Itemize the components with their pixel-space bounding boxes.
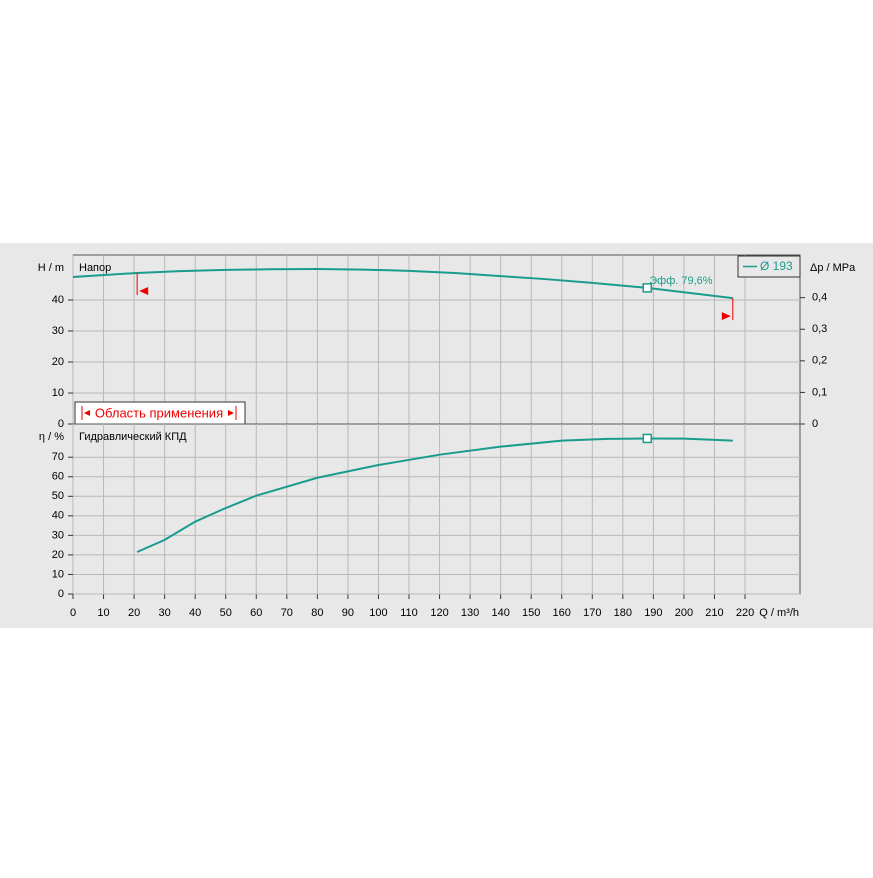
x-tick-label: 130 [461,607,479,619]
y-tick-label: 70 [52,451,64,463]
operating-point [642,433,653,444]
x-tick-label: 120 [430,607,448,619]
x-tick-label: 150 [522,607,540,619]
y-axis-label: H / m [38,262,64,274]
y-tick-label: 60 [52,471,64,483]
y-axis-label: η / % [39,431,64,443]
range-arrow [84,410,90,416]
range-label: Область применения [95,405,223,420]
plot-area [72,254,801,425]
y-tick-label: 50 [52,490,64,502]
x-tick-label: 70 [281,607,293,619]
x-tick-label: 190 [644,607,662,619]
y-tick-label: 20 [52,356,64,368]
y-tick-label: 0 [58,588,64,600]
x-tick-label: 0 [70,607,76,619]
y-tick-label: 10 [52,387,64,399]
range-arrow [139,286,149,295]
y2-tick-label: 0 [812,418,818,430]
x-tick-label: 110 [400,607,418,619]
curve [72,267,733,300]
operating-point [642,283,653,293]
curve [136,437,733,553]
range-arrow [228,410,234,416]
y2-tick-label: 0,4 [812,292,827,304]
x-tick-label: 160 [553,607,571,619]
x-tick-label: 100 [369,607,387,619]
x-tick-label: 10 [97,607,109,619]
efficiency-annotation: Эфф. 79,6% [649,275,713,287]
x-tick-label: 180 [614,607,632,619]
x-tick-label: 170 [583,607,601,619]
panel-title: Гидравлический КПД [79,431,187,443]
y2-tick-label: 0,1 [812,386,827,398]
y2-axis-label: Δp / MPa [810,262,856,274]
x-tick-label: 90 [342,607,354,619]
legend-label: Ø 193 [760,259,793,273]
y-tick-label: 40 [52,294,64,306]
x-tick-label: 210 [705,607,723,619]
y-tick-label: 10 [52,568,64,580]
plot-area [72,423,801,595]
y-tick-label: 40 [52,510,64,522]
panel-title: Напор [79,262,111,274]
x-tick-label: 140 [491,607,509,619]
y2-tick-label: 0,3 [812,323,827,335]
x-axis-label: Q / m³/h [759,607,799,619]
x-tick-label: 200 [675,607,693,619]
range-arrow [721,312,731,321]
x-tick-label: 80 [311,607,323,619]
x-tick-label: 60 [250,607,262,619]
x-tick-label: 50 [220,607,232,619]
y-tick-label: 20 [52,549,64,561]
x-tick-label: 220 [736,607,754,619]
y2-tick-label: 0,2 [812,355,827,367]
x-tick-label: 40 [189,607,201,619]
legend-box [737,255,801,278]
y-tick-label: 0 [58,418,64,430]
x-tick-label: 20 [128,607,140,619]
y-tick-label: 30 [52,529,64,541]
x-tick-label: 30 [159,607,171,619]
y-tick-label: 30 [52,325,64,337]
